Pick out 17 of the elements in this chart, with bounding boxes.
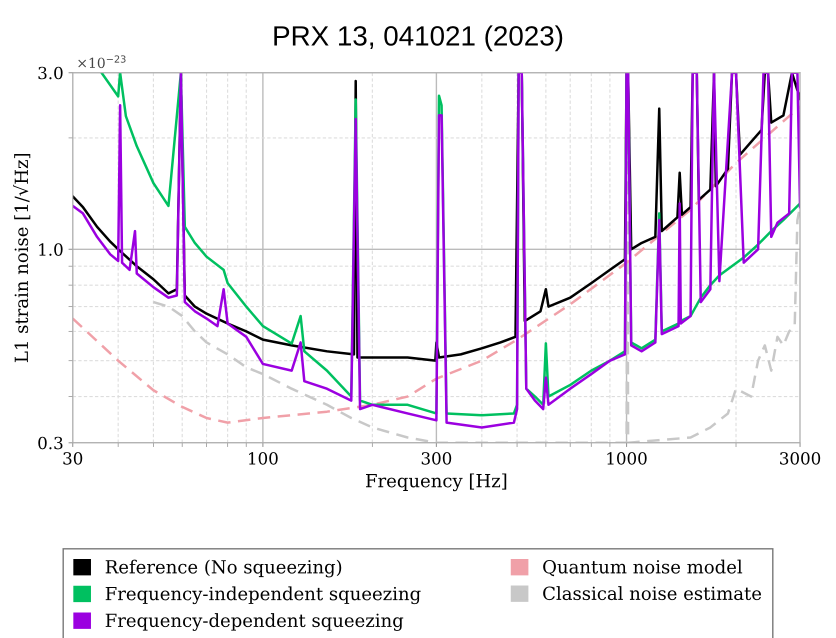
y-tick-label: 1.0	[39, 243, 63, 256]
legend-label: Reference (No squeezing)	[106, 560, 342, 578]
x-tick-label: 30	[63, 452, 82, 465]
y-tick-label: 0.3	[38, 436, 62, 450]
x-tick-label: 3000	[780, 452, 820, 465]
x-tick-label: 1000	[607, 452, 647, 465]
x-tick-label: 300	[422, 452, 452, 465]
y-tick-label: 3.0	[38, 66, 63, 80]
legend-label: Frequency-dependent squeezing	[106, 613, 404, 631]
legend-label: Quantum noise model	[543, 560, 742, 576]
text: ×10$^{−23}$	[78, 55, 126, 68]
legend-label: Classical noise estimate	[543, 586, 762, 600]
legend-label: Frequency-independent squeezing	[106, 586, 421, 604]
chart-title: PRX 13, 041021 (2023)	[274, 25, 562, 52]
x-tick-label: 100	[249, 452, 278, 465]
y-axis-title: L1 strain noise [1/√Hz]	[13, 154, 30, 362]
x-axis-title: Frequency [Hz]	[366, 473, 506, 492]
